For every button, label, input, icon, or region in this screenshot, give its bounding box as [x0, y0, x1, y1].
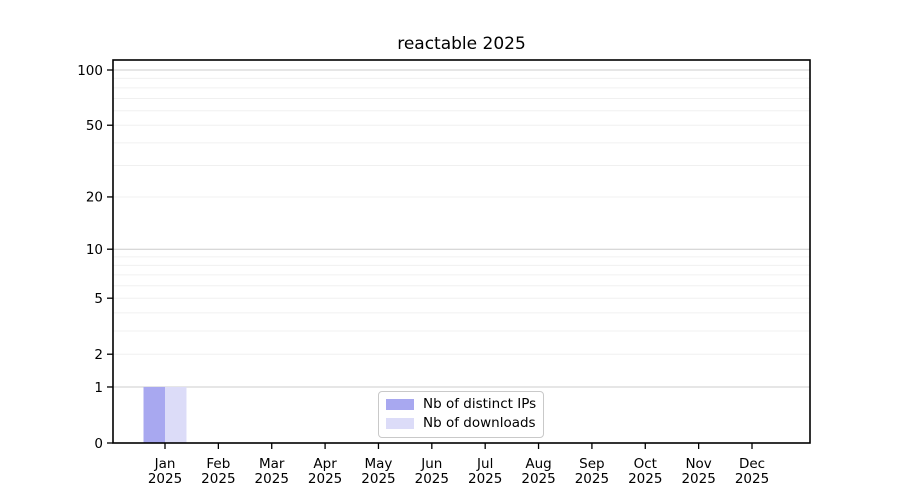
- x-tick-label-month: Jul: [476, 456, 493, 472]
- plot-border: [112, 59, 811, 444]
- x-tick-label-month: Dec: [739, 456, 765, 472]
- legend-swatch-downloads: [386, 418, 414, 429]
- x-tick-label-year: 2025: [415, 471, 449, 487]
- legend-row-downloads: Nb of downloads: [386, 416, 536, 431]
- x-tick-label-month: Jan: [154, 456, 176, 472]
- x-tick-label-month: Mar: [259, 456, 285, 472]
- x-tick-label-year: 2025: [148, 471, 182, 487]
- x-tick-label-year: 2025: [308, 471, 342, 487]
- x-tick-label-month: Oct: [634, 456, 657, 472]
- x-tick-label-month: Nov: [685, 456, 711, 472]
- y-tick-label: 5: [94, 291, 103, 307]
- x-tick-label-year: 2025: [361, 471, 395, 487]
- x-tick-label-year: 2025: [255, 471, 289, 487]
- legend-row-distinct-ips: Nb of distinct IPs: [386, 397, 536, 412]
- y-tick-label: 2: [94, 347, 103, 363]
- y-tick-label: 0: [94, 436, 103, 452]
- y-tick-label: 100: [77, 63, 103, 79]
- x-tick-label-month: Apr: [313, 456, 337, 472]
- x-tick-label-year: 2025: [735, 471, 769, 487]
- x-tick-label-year: 2025: [628, 471, 662, 487]
- x-tick-label-month: Sep: [579, 456, 604, 472]
- x-tick-label-year: 2025: [521, 471, 555, 487]
- x-tick-label-year: 2025: [468, 471, 502, 487]
- x-tick-label-year: 2025: [575, 471, 609, 487]
- legend-label-distinct-ips: Nb of distinct IPs: [423, 396, 537, 412]
- x-tick-label-month: May: [364, 456, 392, 472]
- legend-label-downloads: Nb of downloads: [423, 415, 536, 431]
- chart-legend: Nb of distinct IPs Nb of downloads: [378, 391, 544, 438]
- y-tick-label: 50: [86, 118, 103, 134]
- bar-distinct-ips: [143, 386, 165, 443]
- y-tick-label: 1: [94, 380, 103, 396]
- y-tick-label: 10: [86, 242, 103, 258]
- x-tick-label-month: Feb: [206, 456, 230, 472]
- y-tick-label: 20: [86, 190, 103, 206]
- x-tick-label-year: 2025: [681, 471, 715, 487]
- chart-title: reactable 2025: [397, 34, 526, 54]
- x-tick-label-month: Jun: [420, 456, 442, 472]
- legend-swatch-distinct-ips: [386, 399, 414, 410]
- x-tick-label-month: Aug: [525, 456, 551, 472]
- x-tick-label-year: 2025: [201, 471, 235, 487]
- bar-downloads: [165, 386, 187, 443]
